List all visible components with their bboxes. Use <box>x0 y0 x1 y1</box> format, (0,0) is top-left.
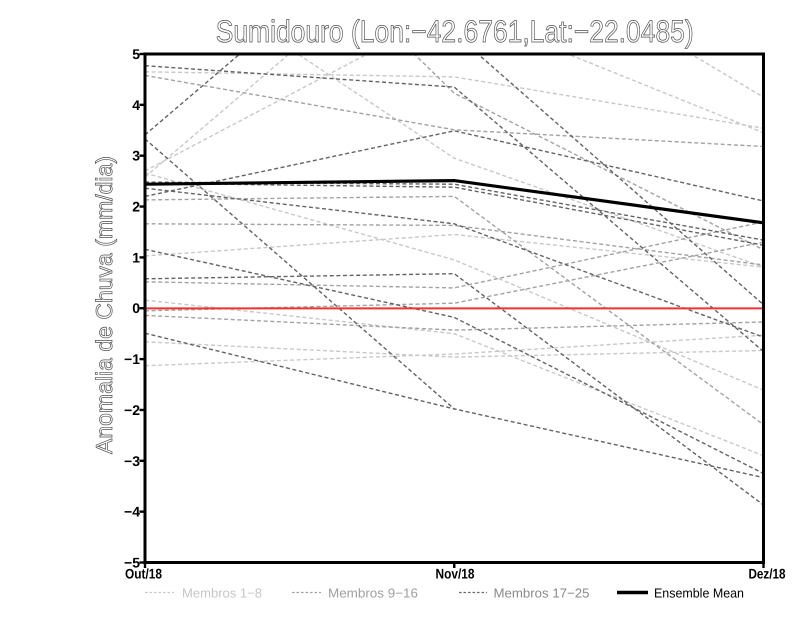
svg-text:−4: −4 <box>124 504 140 520</box>
svg-text:−5: −5 <box>124 555 140 571</box>
svg-text:Out/18: Out/18 <box>125 566 162 582</box>
svg-text:0: 0 <box>132 300 140 316</box>
svg-text:Membros 17−25: Membros 17−25 <box>494 586 590 601</box>
svg-text:1: 1 <box>132 249 140 265</box>
svg-text:−2: −2 <box>124 402 140 418</box>
svg-text:Nov/18: Nov/18 <box>436 566 475 582</box>
svg-text:2: 2 <box>132 199 140 215</box>
svg-text:Membros 1−8: Membros 1−8 <box>182 586 262 601</box>
svg-text:−1: −1 <box>124 351 140 367</box>
svg-text:Sumidouro (Lon:−42.6761,Lat:−2: Sumidouro (Lon:−42.6761,Lat:−22.0485) <box>216 14 694 49</box>
svg-text:4: 4 <box>132 97 140 113</box>
svg-text:Anomalia de Chuva (mm/dia): Anomalia de Chuva (mm/dia) <box>91 156 117 454</box>
svg-text:Dez/18: Dez/18 <box>749 566 786 582</box>
svg-text:5: 5 <box>132 46 140 62</box>
svg-text:−3: −3 <box>124 453 140 469</box>
svg-text:Membros 9−16: Membros 9−16 <box>328 586 418 601</box>
svg-text:3: 3 <box>132 148 140 164</box>
svg-text:Ensemble Mean: Ensemble Mean <box>654 586 744 601</box>
